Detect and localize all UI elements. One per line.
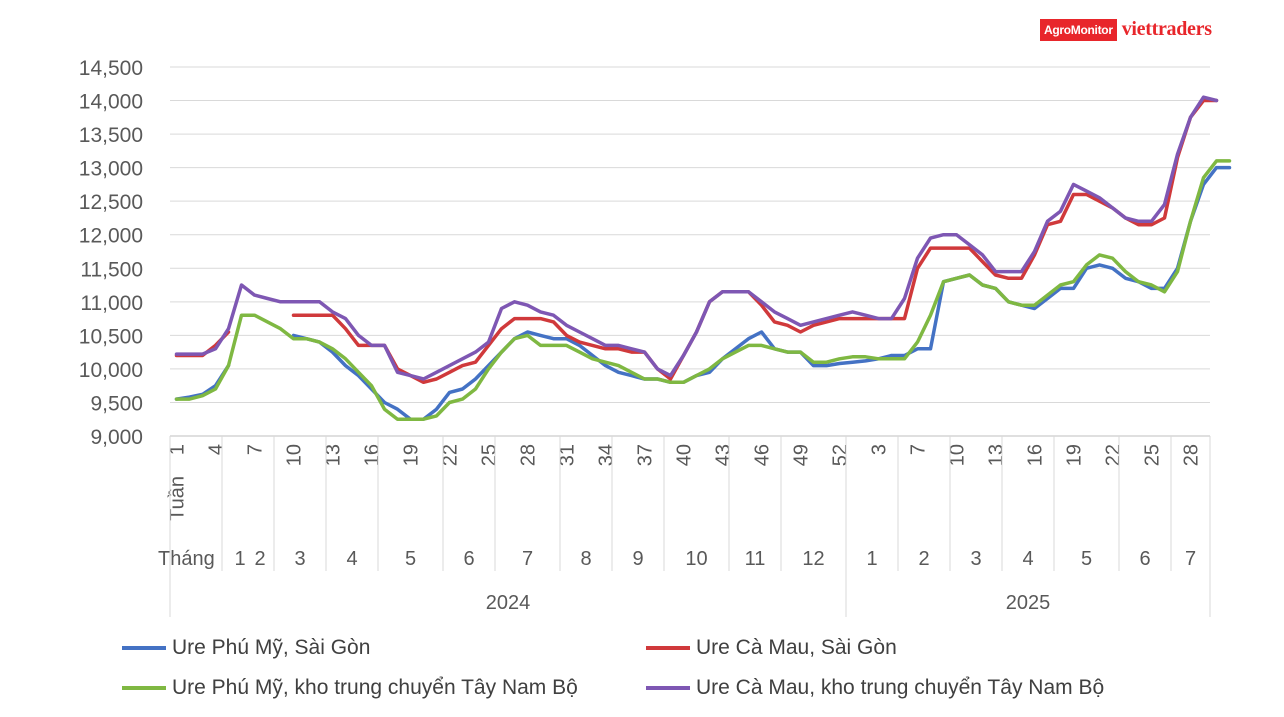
year-label: 2025 [1006, 592, 1051, 614]
month-label: 12 [802, 548, 824, 570]
month-label: 3 [294, 548, 305, 570]
x-tick-label: 7 [245, 444, 267, 455]
y-tick-label: 9,000 [90, 426, 143, 449]
series-line-1 [174, 98, 1219, 385]
x-tick-label: 10 [947, 444, 969, 466]
series-line-2 [174, 159, 1232, 421]
x-tick-label: 13 [986, 444, 1008, 466]
x-tick-label: 28 [1181, 444, 1203, 466]
x-tick-label: 37 [635, 444, 657, 466]
month-label: 5 [405, 548, 416, 570]
brand-logo: AgroMonitor viettraders [1040, 18, 1212, 41]
month-label: 8 [580, 548, 591, 570]
y-tick-label: 14,000 [79, 91, 143, 114]
month-label: 5 [1081, 548, 1092, 570]
legend-label: Ure Phú Mỹ, Sài Gòn [172, 636, 371, 659]
x-tick-label: 13 [323, 444, 345, 466]
y-tick-label: 13,000 [79, 158, 143, 181]
month-label: 10 [685, 548, 707, 570]
y-tick-label: 12,500 [79, 191, 143, 214]
x-tick-label: 49 [791, 444, 813, 466]
x-tick-label: 28 [518, 444, 540, 466]
week-axis-label: Tuần [167, 476, 189, 521]
series-line-3 [174, 95, 1219, 381]
x-tick-label: 16 [1025, 444, 1047, 466]
year-label: 2024 [486, 592, 531, 614]
legend-item-phu-my-tay-nam-bo: Ure Phú Mỹ, kho trung chuyển Tây Nam Bộ [122, 676, 578, 700]
legend-swatch [646, 646, 690, 650]
legend-item-ca-mau-tay-nam-bo: Ure Cà Mau, kho trung chuyển Tây Nam Bộ [646, 676, 1104, 700]
y-tick-label: 12,000 [79, 225, 143, 248]
x-tick-label: 1 [167, 444, 189, 455]
y-tick-label: 11,000 [80, 292, 143, 315]
x-tick-label: 19 [1064, 444, 1086, 466]
y-tick-label: 9,500 [90, 392, 143, 415]
x-tick-label: 25 [479, 444, 501, 466]
month-label: 7 [522, 548, 533, 570]
legend-label: Ure Cà Mau, kho trung chuyển Tây Nam Bộ [696, 676, 1105, 699]
x-tick-label: 43 [713, 444, 735, 466]
x-tick-label: 16 [362, 444, 384, 466]
month-label: 7 [1185, 548, 1196, 570]
legend-swatch [122, 686, 166, 690]
x-tick-label: 46 [752, 444, 774, 466]
x-tick-label: 3 [869, 444, 891, 455]
month-label: 9 [632, 548, 643, 570]
legend-swatch [646, 686, 690, 690]
x-tick-label: 19 [401, 444, 423, 466]
month-label: 6 [463, 548, 474, 570]
x-tick-label: 52 [830, 444, 852, 466]
series-line-0 [174, 165, 1232, 421]
legend-item-phu-my-sai-gon: Ure Phú Mỹ, Sài Gòn [122, 636, 370, 660]
month-label: 4 [1022, 548, 1033, 570]
legend-item-ca-mau-sai-gon: Ure Cà Mau, Sài Gòn [646, 636, 897, 660]
y-tick-label: 10,500 [79, 325, 143, 348]
x-tick-label: 22 [440, 444, 462, 466]
legend-swatch [122, 646, 166, 650]
x-tick-label: 34 [596, 444, 618, 466]
month-label: 1 [866, 548, 877, 570]
month-label: 3 [970, 548, 981, 570]
viettraders-logo: viettraders [1121, 18, 1212, 40]
month-label: 1 [234, 548, 245, 570]
x-tick-label: 31 [557, 444, 579, 466]
legend-label: Ure Cà Mau, Sài Gòn [696, 636, 897, 659]
y-tick-label: 13,500 [79, 124, 143, 147]
y-tick-label: 11,500 [80, 258, 143, 281]
x-tick-label: 4 [206, 444, 228, 455]
month-label: 2 [918, 548, 929, 570]
month-axis-label: Tháng [158, 548, 215, 570]
month-label: 2 [254, 548, 265, 570]
month-label: 6 [1139, 548, 1150, 570]
y-tick-label: 10,000 [79, 359, 143, 382]
month-label: 4 [346, 548, 357, 570]
y-tick-label: 14,500 [79, 57, 143, 80]
agromonitor-logo: AgroMonitor [1040, 18, 1117, 41]
month-label: 11 [745, 548, 766, 570]
legend-label: Ure Phú Mỹ, kho trung chuyển Tây Nam Bộ [172, 676, 578, 699]
x-tick-label: 7 [908, 444, 930, 455]
x-tick-label: 10 [284, 444, 306, 466]
x-tick-label: 22 [1103, 444, 1125, 466]
x-tick-label: 40 [674, 444, 696, 466]
x-tick-label: 25 [1142, 444, 1164, 466]
